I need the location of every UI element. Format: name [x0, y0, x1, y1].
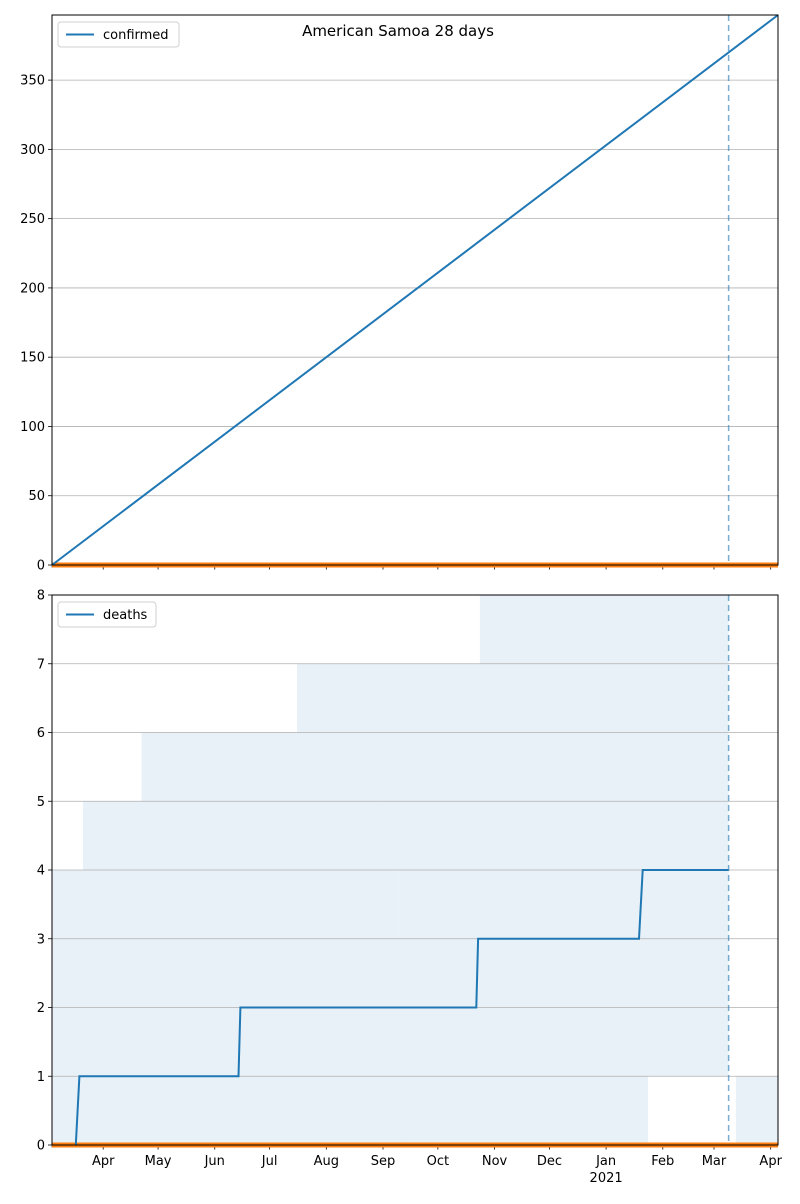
x-year-label: 2021 — [590, 1171, 623, 1186]
deaths-uncertainty-band — [479, 595, 729, 664]
deaths-uncertainty-band — [404, 1076, 649, 1146]
deaths-legend: deaths — [57, 601, 157, 628]
deaths-y-tick-label: 7 — [37, 657, 45, 672]
deaths-uncertainty-band — [52, 1007, 98, 1077]
x-tick-label: Mar — [702, 1154, 727, 1169]
deaths-y-tick-label: 3 — [37, 932, 45, 947]
x-tick-label: Apr — [92, 1154, 115, 1169]
chart-title: American Samoa 28 days — [302, 22, 494, 40]
deaths-uncertainty-band — [81, 938, 237, 1008]
x-tick-label: Apr — [759, 1154, 782, 1169]
deaths-uncertainty-band — [485, 732, 729, 802]
confirmed-y-tick-label: 350 — [20, 74, 45, 89]
deaths-axes-frame — [51, 594, 779, 1146]
deaths-uncertainty-band — [297, 663, 638, 733]
x-tick-label: Feb — [651, 1154, 674, 1169]
deaths-uncertainty-band — [52, 1076, 202, 1146]
deaths-legend-box — [57, 601, 157, 628]
deaths-uncertainty-band — [637, 663, 729, 733]
deaths-uncertainty-band — [141, 732, 486, 802]
x-tick-label: Sep — [371, 1154, 396, 1169]
deaths-uncertainty-band — [52, 870, 219, 939]
x-tick-label: May — [145, 1154, 172, 1169]
confirmed-axes: 0 50 100 150 200 250 300 350 confirmed — [20, 14, 779, 574]
x-tick-label: Dec — [537, 1154, 562, 1169]
deaths-y-tick-label: 6 — [37, 726, 45, 741]
x-tick-label: Aug — [314, 1154, 339, 1169]
deaths-uncertainty-band — [97, 1007, 466, 1077]
deaths-uncertainty-band — [236, 938, 729, 1008]
deaths-y-tick-label: 5 — [37, 795, 45, 810]
confirmed-legend: confirmed — [57, 21, 180, 48]
confirmed-y-tick-label: 0 — [37, 559, 45, 574]
deaths-series-line — [74, 869, 729, 1146]
confirmed-legend-box — [57, 21, 180, 48]
deaths-uncertainty-band — [399, 870, 729, 939]
deaths-uncertainty-band — [218, 870, 400, 939]
x-tick-label: Jan — [595, 1154, 616, 1169]
confirmed-y-tick-label: 150 — [20, 351, 45, 366]
deaths-legend-label: deaths — [103, 608, 148, 623]
confirmed-y-tick-label: 300 — [20, 143, 45, 158]
confirmed-y-tick-label: 50 — [28, 489, 45, 504]
confirmed-series-line — [51, 14, 779, 566]
deaths-y-tick-label: 2 — [37, 1001, 45, 1016]
deaths-uncertainty-band — [379, 801, 563, 871]
deaths-uncertainty-band — [52, 938, 82, 1008]
x-tick-label: Nov — [482, 1154, 508, 1169]
confirmed-y-tick-label: 100 — [20, 420, 45, 435]
deaths-uncertainty-band — [83, 801, 380, 871]
x-tick-label: Jun — [204, 1154, 225, 1169]
deaths-y-tick-label: 8 — [37, 589, 45, 604]
deaths-uncertainty-band — [202, 1076, 405, 1146]
x-tick-label: Jul — [261, 1154, 278, 1169]
confirmed-legend-label: confirmed — [103, 28, 169, 43]
deaths-y-tick-label: 0 — [37, 1139, 45, 1154]
deaths-y-tick-label: 4 — [37, 864, 45, 879]
deaths-y-tick-label: 1 — [37, 1070, 45, 1085]
deaths-uncertainty-band — [562, 801, 729, 871]
confirmed-y-tick-label: 250 — [20, 212, 45, 227]
x-tick-label: Oct — [427, 1154, 449, 1169]
deaths-uncertainty-band — [752, 1076, 778, 1146]
confirmed-y-tick-label: 200 — [20, 281, 45, 296]
deaths-uncertainty-band — [465, 1007, 729, 1077]
deaths-uncertainty-band — [735, 1076, 753, 1146]
deaths-axes: 0 1 2 3 4 5 6 7 8 Apr May Jun Jul Aug Sep Oct Nov Dec Jan F… — [37, 589, 783, 1187]
confirmed-axes-frame — [51, 14, 779, 566]
